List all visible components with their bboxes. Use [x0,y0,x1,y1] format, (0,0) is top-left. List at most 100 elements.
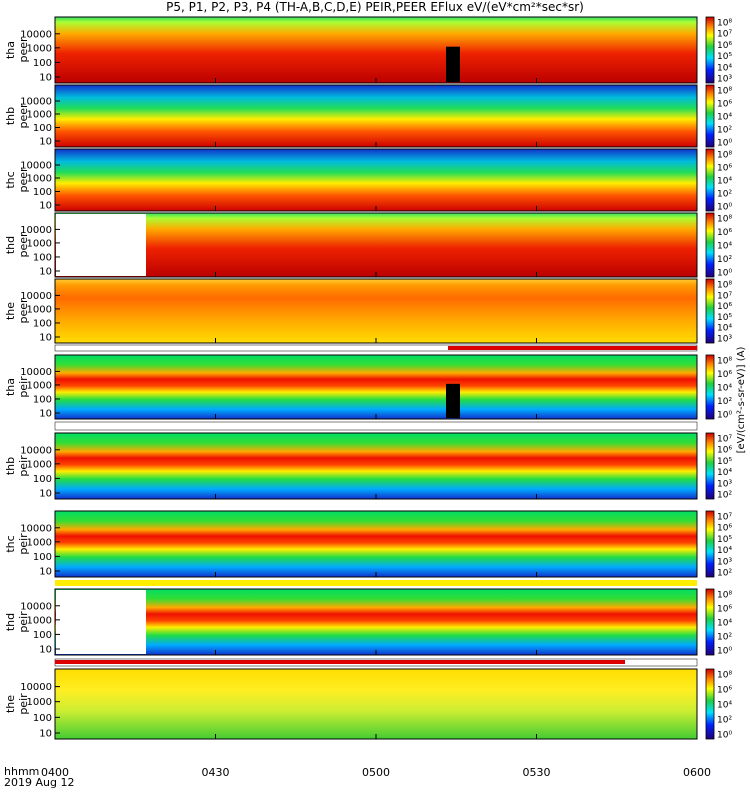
y-tick-label: 10 [39,333,52,344]
colorbar-tick-label: 10⁰ [717,731,732,741]
y-tick-label: 10 [39,567,52,578]
date-label: 2019 Aug 12 [4,776,75,789]
colorbar-tick-label: 10⁰ [717,269,732,279]
panel-probe-label: tha [4,378,17,396]
x-axis-tick-labels: 0400 0430 0500 0530 0600 [0,766,750,782]
colorbar [705,588,715,656]
colorbar-tick-label: 10⁵ [717,52,732,62]
colorbar-tick-label: 10⁴ [717,177,732,187]
spectrogram-image [55,279,697,343]
y-tick-label: 1000 [27,110,52,121]
y-tick-label: 10000 [20,523,52,534]
y-tick-label: 1000 [27,174,52,185]
y-tick-label: 1000 [27,537,52,548]
panel-species-label: peer [17,232,30,258]
y-tick-label: 1000 [27,304,52,315]
y-tick-label: 100 [33,318,52,329]
y-tick-label: 100 [33,713,52,724]
spectrogram-image [55,511,697,577]
y-tick-label: 1000 [27,459,52,470]
colorbar-tick-label: 10³ [717,479,732,489]
colorbar [705,84,715,148]
panel-probe-label: tha [4,41,17,59]
colorbar-tick-label: 10⁶ [717,228,732,238]
panel-species-label: peir [17,455,30,477]
y-tick-label: 10000 [20,161,52,172]
x-tick-label: 0530 [522,766,551,779]
data-dropout [446,383,460,418]
colorbar-tick-label: 10⁸ [717,671,732,681]
colorbar-tick-label: 10⁸ [717,151,732,161]
colorbar-tick-label: 10⁸ [717,87,732,97]
x-tick-label: 0430 [201,766,230,779]
colorbar-tick-label: 10⁰ [717,203,732,213]
y-tick-label: 10 [39,137,52,148]
panel-probe-label: thd [4,613,17,631]
colorbar-tick-label: 10³ [717,75,732,85]
y-tick-label: 1000 [27,238,52,249]
colorbar-tick-label: 10⁶ [717,446,732,456]
panel-species-label: peer [17,298,30,324]
y-tick-label: 100 [33,123,52,134]
flag-segment [55,660,625,664]
panel-probe-label: the [4,302,17,320]
y-tick-label: 10 [39,489,52,500]
panel-species-label: peir [17,533,30,555]
colorbar-tick-label: 10³ [717,557,732,567]
colorbar-tick-label: 10⁶ [717,302,732,312]
data-gap [56,214,146,276]
colorbar-tick-label: 10⁷ [717,435,732,445]
y-tick-label: 100 [33,187,52,198]
colorbar [705,432,715,500]
colorbar-tick-label: 10⁶ [717,370,732,380]
panel-probe-label: thc [4,171,17,188]
colorbar-tick-label: 10⁸ [717,19,732,29]
colorbar [705,16,715,84]
x-tick-label: 0600 [683,766,711,779]
data-gap [56,590,146,654]
y-tick-label: 1000 [27,615,52,626]
panel-species-label: peir [17,376,30,398]
y-tick-label: 100 [33,394,52,405]
y-tick-label: 1000 [27,43,52,54]
colorbar-tick-label: 10⁴ [717,619,732,629]
y-tick-label: 10000 [20,367,52,378]
quality-flag-bars [54,344,698,667]
y-tick-label: 10000 [20,291,52,302]
colorbar-tick-label: 10⁴ [717,63,732,73]
colorbar-tick-label: 10³ [717,335,732,345]
colorbar-tick-label: 10⁸ [717,215,732,225]
spectrogram-image [55,433,697,499]
flag-bar [54,421,698,431]
spectrogram-image [55,669,697,739]
colorbar [705,510,715,578]
x-tick-label: 0400 [41,766,69,779]
colorbar [705,354,715,420]
colorbar-tick-label: 10² [717,569,732,579]
colorbar-tick-label: 10⁵ [717,457,732,467]
colorbar-tick-label: 10⁸ [717,357,732,367]
colorbar [705,668,715,740]
colorbar [705,278,715,344]
colorbar-tick-label: 10² [717,255,732,265]
y-tick-label: 10 [39,73,52,84]
y-tick-label: 10000 [20,225,52,236]
data-dropout [446,46,460,82]
colorbar-tick-label: 10⁶ [717,100,732,110]
y-tick-label: 10 [39,201,52,212]
spectrogram-image [55,149,697,211]
time-axis-caption: hhmm 2019 Aug 12 [4,766,74,788]
panel-species-label: peer [17,167,30,193]
panel-probe-label: thd [4,236,17,254]
colorbar-tick-label: 10² [717,491,732,501]
panel-probe-label: thb [4,457,17,475]
y-tick-label: 10000 [20,601,52,612]
colorbar [705,212,715,278]
y-tick-label: 100 [33,58,52,69]
